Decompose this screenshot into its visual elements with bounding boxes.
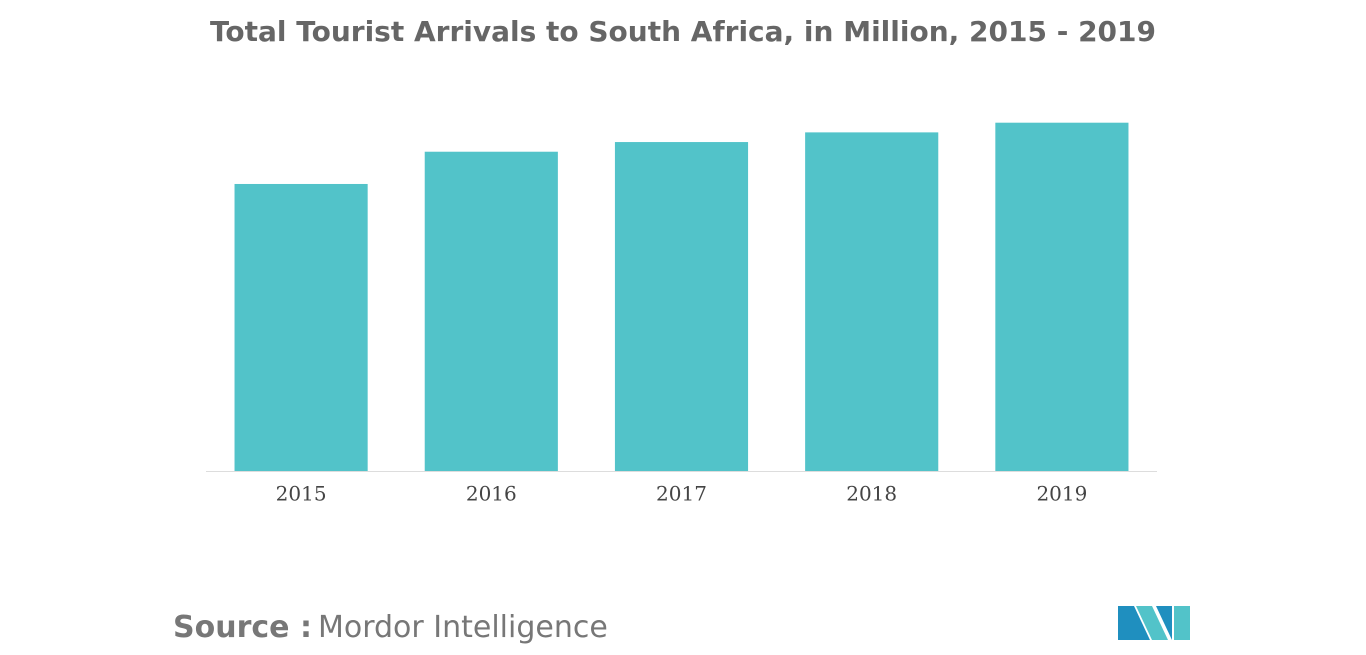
bar: [805, 132, 939, 471]
bar: [995, 122, 1129, 471]
bar: [614, 142, 749, 472]
source: Source : Mordor Intelligence: [173, 610, 608, 645]
x-tick-label: 2019: [1036, 482, 1087, 506]
x-tick-label: 2016: [466, 482, 517, 506]
chart-title: Total Tourist Arrivals to South Africa, …: [210, 15, 1156, 48]
x-tick-label: 2018: [846, 482, 897, 506]
source-label: Source :: [173, 610, 312, 645]
bar: [424, 151, 558, 471]
bar: [234, 183, 368, 471]
x-tick-label: 2017: [656, 482, 707, 506]
logo: [1118, 606, 1190, 640]
x-tick-label: 2015: [276, 482, 327, 506]
source-text: Mordor Intelligence: [318, 610, 608, 645]
